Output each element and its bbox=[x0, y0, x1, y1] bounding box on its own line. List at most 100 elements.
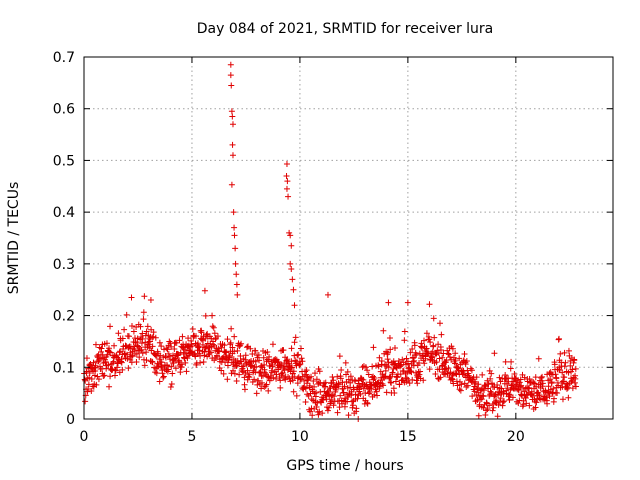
data-point bbox=[322, 383, 329, 390]
data-point bbox=[572, 365, 579, 372]
data-point bbox=[454, 382, 461, 389]
data-point bbox=[545, 383, 552, 390]
data-point bbox=[482, 411, 489, 418]
data-point bbox=[517, 383, 524, 390]
data-point bbox=[341, 395, 348, 402]
data-point bbox=[266, 353, 273, 360]
data-point bbox=[230, 367, 237, 374]
data-point bbox=[277, 377, 284, 384]
data-point bbox=[319, 410, 326, 417]
data-point bbox=[253, 390, 260, 397]
data-point bbox=[242, 356, 249, 363]
data-point bbox=[528, 388, 535, 395]
data-point bbox=[483, 399, 490, 406]
data-point bbox=[391, 345, 398, 352]
data-point bbox=[144, 323, 151, 330]
data-point bbox=[391, 390, 398, 397]
data-point bbox=[246, 374, 253, 381]
data-point bbox=[569, 385, 576, 392]
data-point bbox=[384, 349, 391, 356]
data-point bbox=[330, 402, 337, 409]
data-point bbox=[532, 374, 539, 381]
x-tick-label: 20 bbox=[507, 429, 525, 445]
data-point bbox=[233, 271, 240, 278]
data-point bbox=[233, 281, 240, 288]
data-point bbox=[240, 368, 247, 375]
data-point bbox=[255, 351, 262, 358]
data-point bbox=[189, 326, 196, 333]
data-point bbox=[160, 374, 167, 381]
data-point bbox=[347, 373, 354, 380]
data-point bbox=[499, 399, 506, 406]
data-point bbox=[436, 320, 443, 327]
data-point bbox=[213, 352, 220, 359]
data-point bbox=[229, 121, 236, 128]
data-point bbox=[447, 354, 454, 361]
data-point bbox=[224, 376, 231, 383]
data-point bbox=[252, 369, 259, 376]
data-point bbox=[433, 359, 440, 366]
data-point bbox=[420, 377, 427, 384]
data-point bbox=[538, 374, 545, 381]
data-point bbox=[364, 399, 371, 406]
data-point bbox=[143, 349, 150, 356]
data-point bbox=[505, 378, 512, 385]
data-point bbox=[156, 339, 163, 346]
data-point bbox=[211, 330, 218, 337]
data-point bbox=[552, 371, 559, 378]
data-point bbox=[328, 396, 335, 403]
data-point bbox=[535, 355, 542, 362]
x-tick-label: 10 bbox=[291, 429, 309, 445]
data-point bbox=[561, 363, 568, 370]
data-point bbox=[242, 352, 249, 359]
data-point bbox=[387, 346, 394, 353]
data-point bbox=[198, 336, 205, 343]
data-point bbox=[393, 364, 400, 371]
data-point bbox=[128, 322, 135, 329]
data-point bbox=[381, 373, 388, 380]
data-point bbox=[183, 368, 190, 375]
data-point bbox=[287, 260, 294, 267]
data-point bbox=[385, 299, 392, 306]
data-point bbox=[298, 345, 305, 352]
data-point bbox=[430, 342, 437, 349]
data-point bbox=[192, 353, 199, 360]
data-point bbox=[426, 366, 433, 373]
data-point bbox=[209, 312, 216, 319]
data-point bbox=[83, 355, 90, 362]
data-point bbox=[164, 346, 171, 353]
data-point bbox=[311, 383, 318, 390]
data-point bbox=[407, 368, 414, 375]
data-point bbox=[137, 323, 144, 330]
data-point bbox=[384, 356, 391, 363]
data-point bbox=[112, 367, 119, 374]
data-point bbox=[140, 309, 147, 316]
data-point bbox=[523, 400, 530, 407]
data-point bbox=[108, 366, 115, 373]
data-point bbox=[522, 394, 529, 401]
data-point bbox=[112, 372, 119, 379]
data-point bbox=[410, 358, 417, 365]
data-point bbox=[417, 368, 424, 375]
data-point bbox=[256, 357, 263, 364]
data-point bbox=[506, 392, 513, 399]
data-point bbox=[149, 359, 156, 366]
data-point bbox=[423, 330, 430, 337]
data-point bbox=[364, 367, 371, 374]
data-point bbox=[364, 400, 371, 407]
data-point bbox=[408, 369, 415, 376]
data-point bbox=[565, 394, 572, 401]
data-point bbox=[378, 357, 385, 364]
data-point bbox=[570, 359, 577, 366]
data-point bbox=[232, 245, 239, 252]
data-point bbox=[345, 412, 352, 419]
data-point bbox=[344, 368, 351, 375]
data-point bbox=[406, 380, 413, 387]
data-point bbox=[227, 339, 234, 346]
data-point bbox=[288, 242, 295, 249]
data-point bbox=[389, 369, 396, 376]
data-point bbox=[283, 172, 290, 179]
data-point bbox=[413, 377, 420, 384]
data-point bbox=[383, 389, 390, 396]
data-point bbox=[168, 380, 175, 387]
